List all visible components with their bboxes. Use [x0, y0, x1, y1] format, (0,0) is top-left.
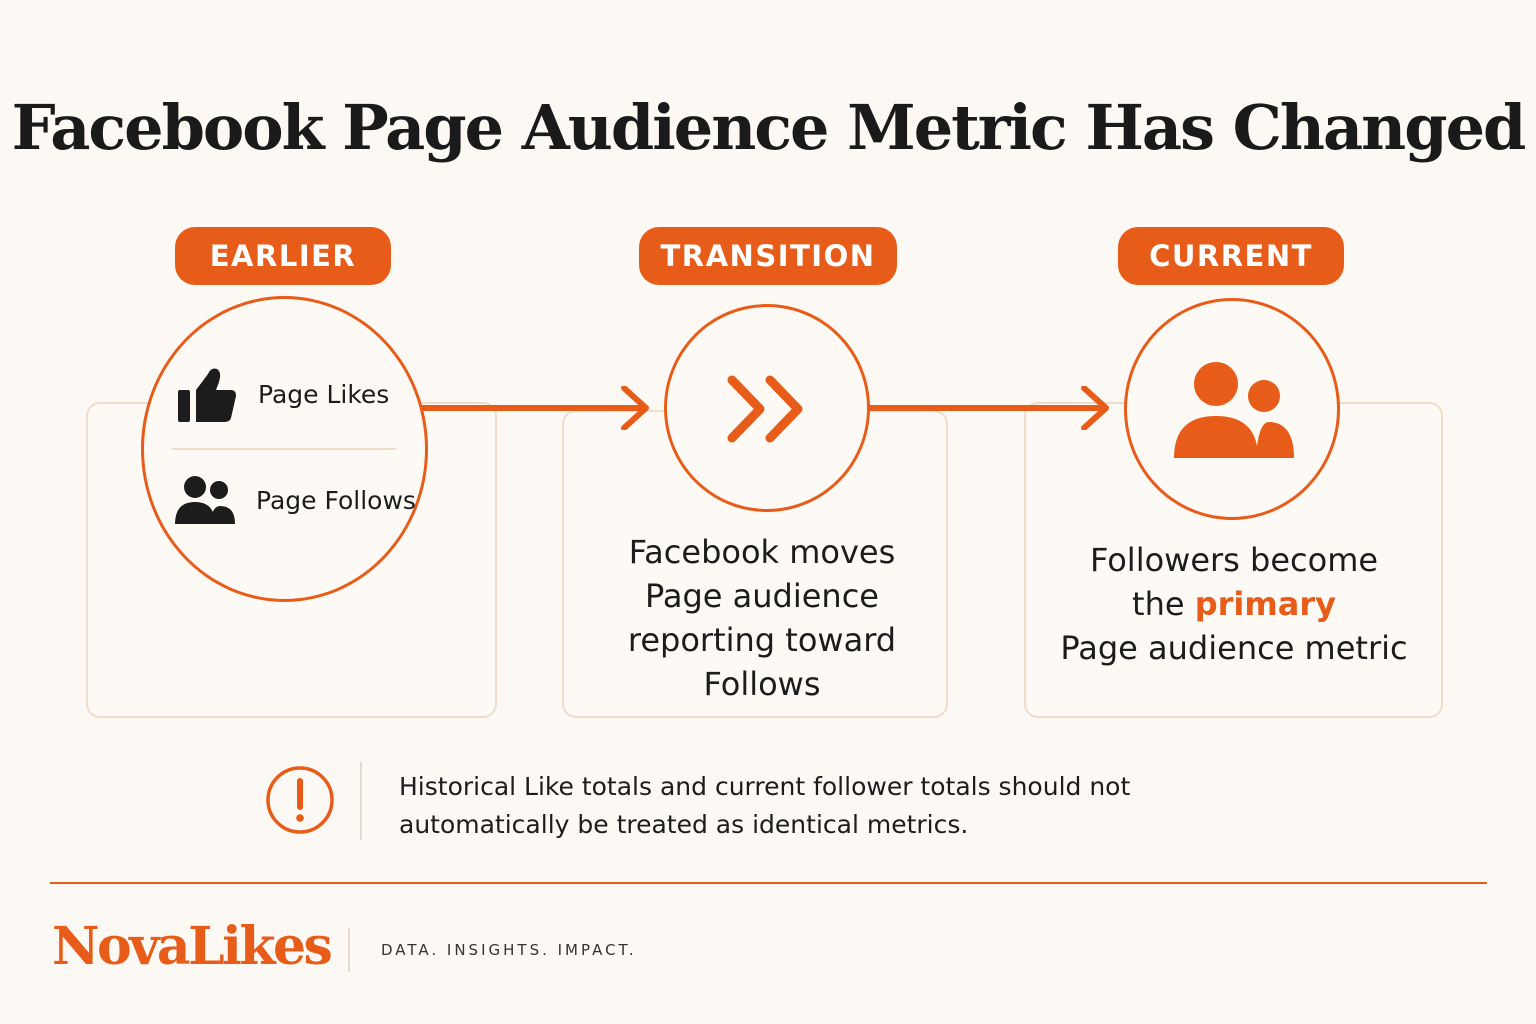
- description-line: Facebook moves: [628, 533, 896, 571]
- note-line: Historical Like totals and current follo…: [399, 772, 1131, 801]
- current-description: Followers become the primary Page audien…: [1034, 538, 1434, 670]
- earlier-item-likes: Page Likes: [176, 364, 389, 424]
- brand-separator: [348, 928, 350, 972]
- description-line: the primary: [1034, 582, 1434, 626]
- footer-rule: [50, 882, 1487, 884]
- double-chevron-right-icon: [727, 375, 803, 443]
- page-title: Facebook Page Audience Metric Has Change…: [11, 91, 1527, 164]
- people-icon: [175, 476, 235, 524]
- earlier-item-follows: Page Follows: [174, 474, 416, 526]
- thumbs-up-icon: [178, 368, 236, 422]
- stage-circle-current: [1124, 298, 1340, 520]
- description-prefix: the: [1132, 585, 1195, 623]
- earlier-item-label: Page Likes: [258, 379, 390, 409]
- earlier-divider: [172, 448, 396, 450]
- note-text: Historical Like totals and current follo…: [399, 768, 1279, 844]
- stage-label-earlier: EARLIER: [175, 227, 391, 285]
- description-line: Page audience metric: [1060, 629, 1408, 667]
- brand-tagline: DATA. INSIGHTS. IMPACT.: [381, 941, 637, 959]
- earlier-item-label: Page Follows: [256, 485, 416, 515]
- brand-logo: NovaLikes: [52, 916, 333, 977]
- transition-description: Facebook moves Page audience reporting t…: [582, 530, 942, 706]
- description-line: Follows: [703, 665, 821, 703]
- description-line: reporting toward: [627, 621, 897, 659]
- people-icon: [1174, 362, 1294, 458]
- stage-circle-transition: [664, 304, 870, 512]
- stage-label-transition: TRANSITION: [639, 227, 897, 285]
- description-highlight: primary: [1194, 585, 1336, 623]
- description-line: Page audience: [645, 577, 879, 615]
- exclamation-icon: [266, 766, 334, 834]
- stage-label-current: CURRENT: [1118, 227, 1344, 285]
- description-line: Followers become: [1089, 541, 1379, 579]
- note-separator: [360, 762, 362, 840]
- note-line: automatically be treated as identical me…: [399, 810, 969, 839]
- arrow-right-icon: [418, 386, 649, 430]
- arrow-right-icon: [866, 386, 1109, 430]
